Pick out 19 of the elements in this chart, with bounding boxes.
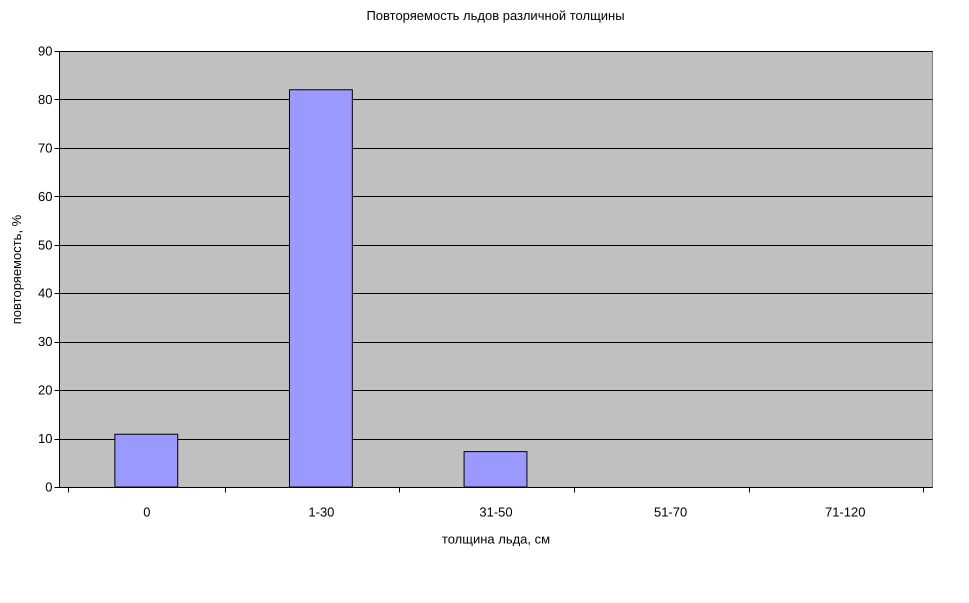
y-tick-label: 30 <box>38 334 52 350</box>
y-tick-label: 0 <box>45 480 52 494</box>
y-axis-title: повторяемость, % <box>9 214 24 324</box>
y-tick-label: 90 <box>38 44 52 58</box>
y-tick-label: 80 <box>38 92 52 107</box>
x-tick-label: 0 <box>143 504 150 520</box>
x-tick-label: 71-120 <box>824 504 866 520</box>
y-tick-label: 50 <box>38 237 52 252</box>
y-tick-label: 20 <box>38 382 52 398</box>
y-tick-label: 70 <box>38 140 52 156</box>
x-axis-title: толщина льда, см <box>442 532 550 546</box>
x-tick-label: 1-30 <box>308 504 334 520</box>
y-tick-label: 60 <box>38 188 52 204</box>
y-tick-label: 40 <box>38 286 52 301</box>
bar <box>464 451 528 488</box>
x-tick-label: 31-50 <box>479 504 513 520</box>
x-tick-label: 51-70 <box>654 504 688 520</box>
y-tick-label: 10 <box>38 431 52 446</box>
chart-title: Повторяемость льдов различной толщины <box>366 8 625 23</box>
